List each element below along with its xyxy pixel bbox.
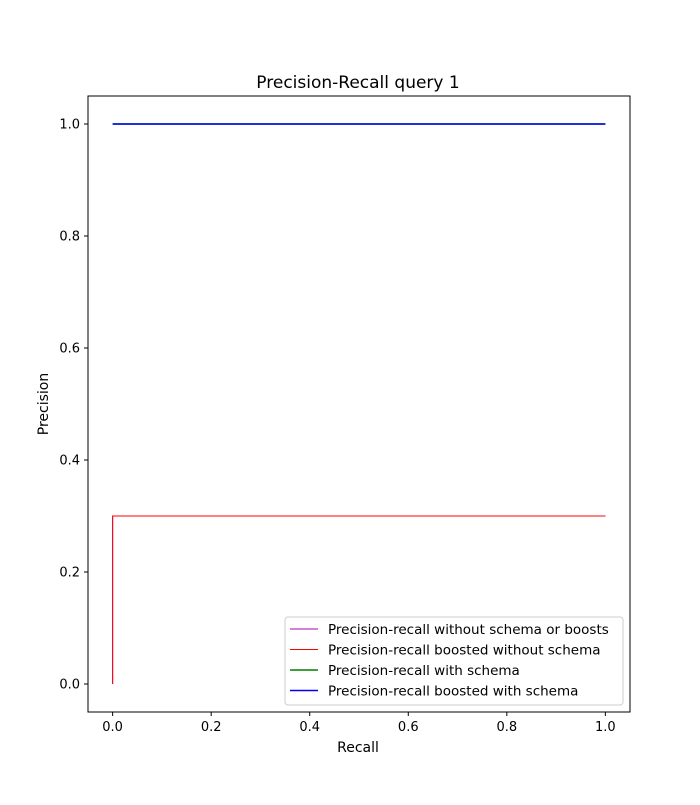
x-tick-label: 1.0 <box>595 720 616 735</box>
series-line-2 <box>112 515 606 684</box>
y-tick-label: 0.2 <box>59 566 80 581</box>
y-axis-ticks: 0.0 0.2 0.4 0.6 0.8 1.0 <box>59 118 88 693</box>
y-tick-label: 1.0 <box>59 118 80 133</box>
y-tick-label: 0.8 <box>59 230 80 245</box>
x-tick-label: 0.6 <box>398 720 419 735</box>
legend-label-1: Precision-recall without schema or boost… <box>328 622 609 638</box>
x-axis-ticks: 0.0 0.2 0.4 0.6 0.8 1.0 <box>102 712 616 735</box>
legend: Precision-recall without schema or boost… <box>284 616 624 706</box>
y-axis-label: Precision <box>36 373 52 435</box>
legend-label-4: Precision-recall boosted with schema <box>328 684 578 700</box>
y-tick-label: 0.4 <box>59 454 80 469</box>
plot-frame <box>87 95 631 713</box>
x-tick-label: 0.2 <box>201 720 222 735</box>
legend-label-2: Precision-recall boosted without schema <box>328 643 601 659</box>
series-layer <box>112 123 606 684</box>
x-tick-label: 0.4 <box>299 720 320 735</box>
x-axis-label: Recall <box>337 740 379 756</box>
y-tick-label: 0.0 <box>59 678 80 693</box>
chart-title: Precision-Recall query 1 <box>256 73 459 93</box>
x-tick-label: 0.0 <box>102 720 123 735</box>
x-tick-label: 0.8 <box>496 720 517 735</box>
legend-box <box>284 616 624 706</box>
y-tick-label: 0.6 <box>59 342 80 357</box>
legend-label-3: Precision-recall with schema <box>328 663 520 679</box>
